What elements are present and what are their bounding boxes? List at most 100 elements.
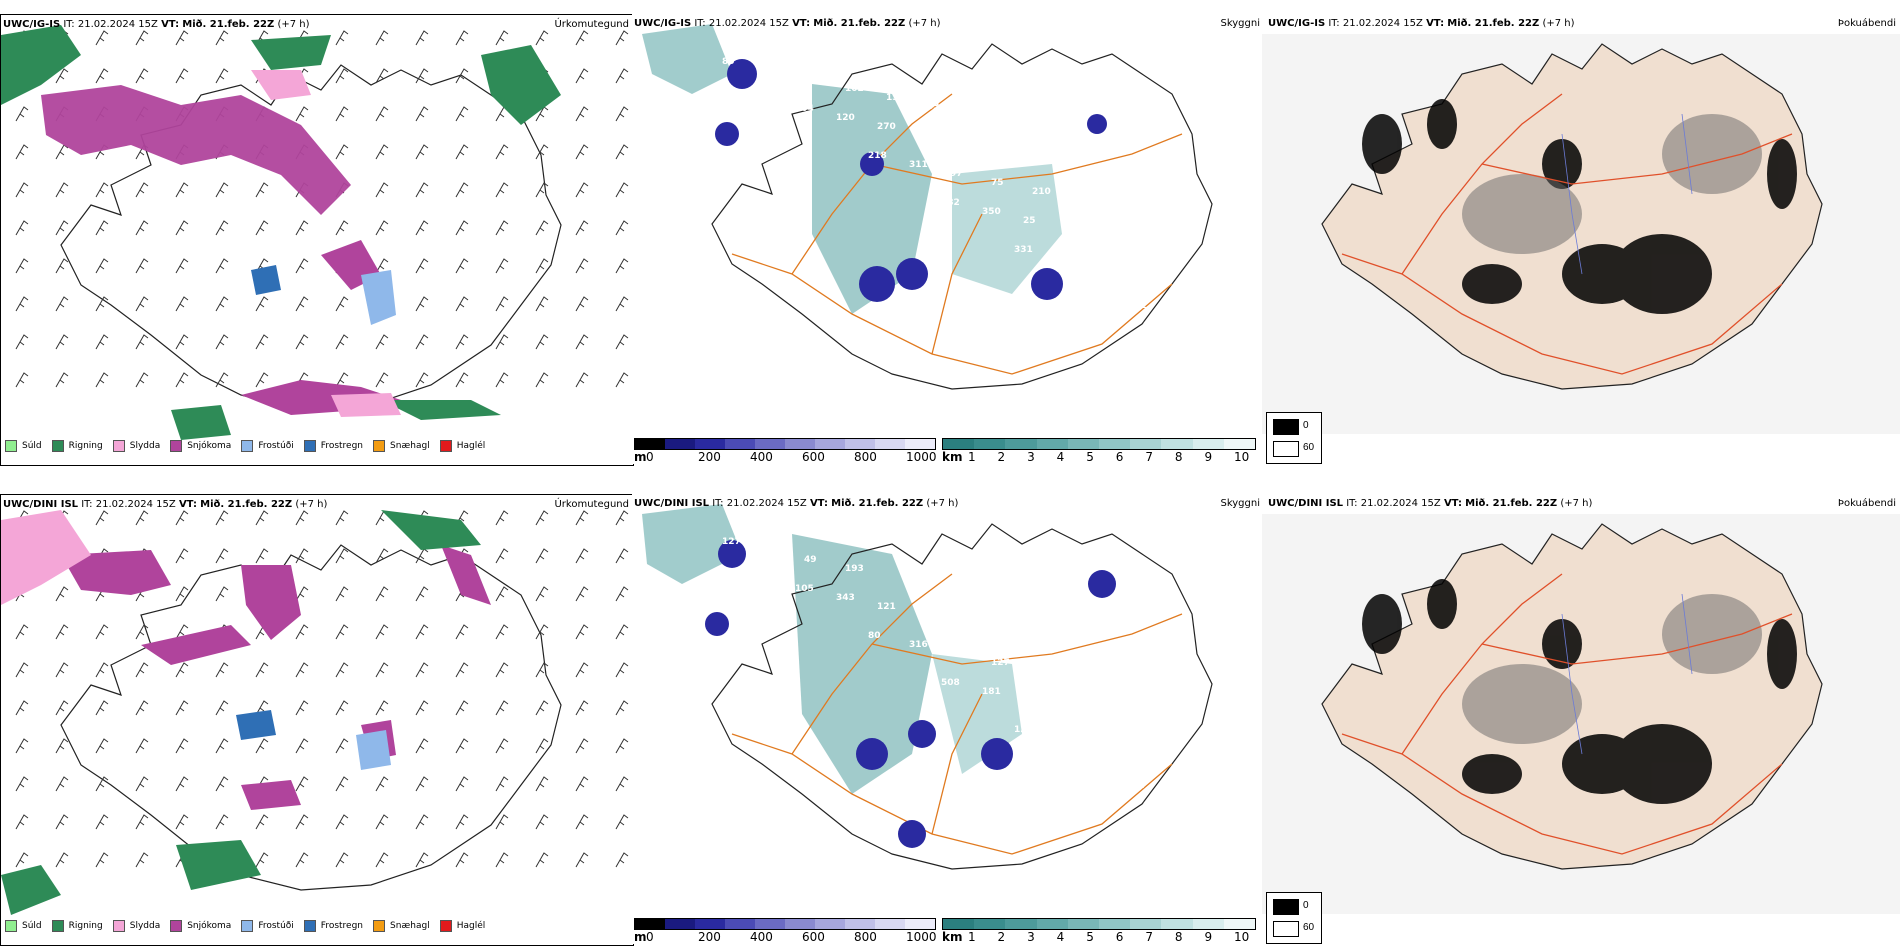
wind-barb — [415, 586, 429, 602]
wind-barb — [575, 548, 589, 564]
tick-label: 8 — [1174, 930, 1183, 944]
wind-barb — [455, 814, 469, 830]
wind-barb — [175, 30, 189, 46]
freezing-area — [356, 730, 391, 770]
wind-barb — [375, 372, 389, 388]
fog-map-top — [1262, 34, 1900, 434]
wind-barb — [175, 814, 189, 830]
wind-barb — [55, 852, 69, 868]
colorbar-cell — [1192, 919, 1224, 929]
colorbar-cell — [755, 919, 785, 929]
wind-barb — [615, 372, 629, 388]
wind-barb — [615, 510, 629, 526]
wind-barb — [615, 220, 629, 236]
wind-barb — [415, 624, 429, 640]
wind-barb — [415, 182, 429, 198]
colorbar-cell — [1130, 439, 1162, 449]
wind-barb — [215, 548, 229, 564]
visibility-label: 128 — [1014, 725, 1033, 735]
legend-item: Slydda — [112, 920, 160, 932]
wind-barb — [55, 738, 69, 754]
wind-barb — [55, 586, 69, 602]
wind-barb — [455, 30, 469, 46]
visibility-label: 175 — [804, 75, 823, 85]
rain-area — [1, 510, 91, 605]
tick-label: 800 — [854, 450, 877, 464]
wind-barb — [375, 68, 389, 84]
visibility-label: 89 — [1023, 696, 1036, 706]
visibility-label: 102 — [845, 84, 864, 94]
wind-barb — [375, 662, 389, 678]
wind-barb — [255, 372, 269, 388]
visibility-label: 25 — [1023, 216, 1036, 226]
visibility-label: 279 — [1160, 339, 1179, 349]
wind-barb — [335, 586, 349, 602]
rain-area — [251, 35, 331, 70]
colorbar-cell — [1005, 919, 1037, 929]
wind-barb — [615, 624, 629, 640]
visibility-label: 311 — [909, 160, 928, 170]
wind-barb — [295, 586, 309, 602]
wind-barb — [95, 334, 109, 350]
colorbar-cell — [943, 439, 975, 449]
wind-barb — [135, 30, 149, 46]
wind-barb — [535, 30, 549, 46]
wind-barb — [615, 30, 629, 46]
wind-barb — [335, 30, 349, 46]
visibility-label: 120 — [836, 113, 855, 123]
colorbar-cell — [1036, 919, 1068, 929]
tick-label: 400 — [750, 930, 773, 944]
wind-barb — [615, 334, 629, 350]
wind-barb — [135, 68, 149, 84]
vis-ticks: 1 2 3 4 5 6 7 8 9 10 — [968, 450, 1254, 464]
wind-barb — [335, 738, 349, 754]
colorbar-cell — [635, 439, 665, 449]
visibility-label: 181 — [982, 687, 1001, 697]
visibility-label: 193 — [845, 564, 864, 574]
wind-barb — [255, 738, 269, 754]
wind-barb — [175, 776, 189, 792]
visibility-labels: 127 105 80 508 128 631 399 330 343 316 181 236 147 73… — [722, 537, 1182, 856]
wind-barb — [575, 372, 589, 388]
sleet-area — [251, 70, 311, 100]
visibility-label: 80 — [722, 57, 735, 67]
wind-barbs — [15, 30, 629, 388]
wind-barb — [15, 624, 29, 640]
wind-barb — [255, 220, 269, 236]
colorbar-cell — [1130, 919, 1162, 929]
panel-header: UWC/IG-IS IT: 21.02.2024 15Z VT: Mið. 21… — [1268, 18, 1575, 29]
wind-barb — [55, 814, 69, 830]
visibility-label: 204 — [1137, 752, 1156, 762]
tick-label: 3 — [1027, 450, 1035, 464]
height-ticks: 0 200 400 600 800 1000 — [646, 450, 937, 464]
wind-barb — [615, 662, 629, 678]
wind-barb — [535, 510, 549, 526]
colorbar-cell — [755, 439, 785, 449]
wind-barb — [95, 510, 109, 526]
tick-label: 4 — [1056, 930, 1065, 944]
wind-barb — [455, 258, 469, 274]
wind-barb — [375, 776, 389, 792]
wind-barb — [215, 68, 229, 84]
wind-barb — [15, 220, 29, 236]
visibility-label: 49 — [804, 555, 817, 565]
wind-barb — [15, 700, 29, 716]
wind-barb — [175, 372, 189, 388]
wind-barb — [495, 738, 509, 754]
wind-barb — [135, 220, 149, 236]
wind-barb — [255, 510, 269, 526]
wind-barb — [135, 334, 149, 350]
freezing-area — [251, 265, 281, 295]
freezing-area — [361, 270, 396, 325]
wind-barb — [255, 662, 269, 678]
panel-header: UWC/IG-IS IT: 21.02.2024 15Z VT: Mið. 21… — [634, 18, 941, 29]
wind-barb — [495, 372, 509, 388]
precip-map-top — [1, 25, 629, 440]
wind-barb — [55, 144, 69, 160]
wind-barb — [55, 662, 69, 678]
visibility-label: 104 — [795, 104, 814, 114]
wind-barb — [495, 662, 509, 678]
fog-map-bottom — [1262, 514, 1900, 914]
wind-barb — [615, 144, 629, 160]
wind-barb — [135, 296, 149, 312]
